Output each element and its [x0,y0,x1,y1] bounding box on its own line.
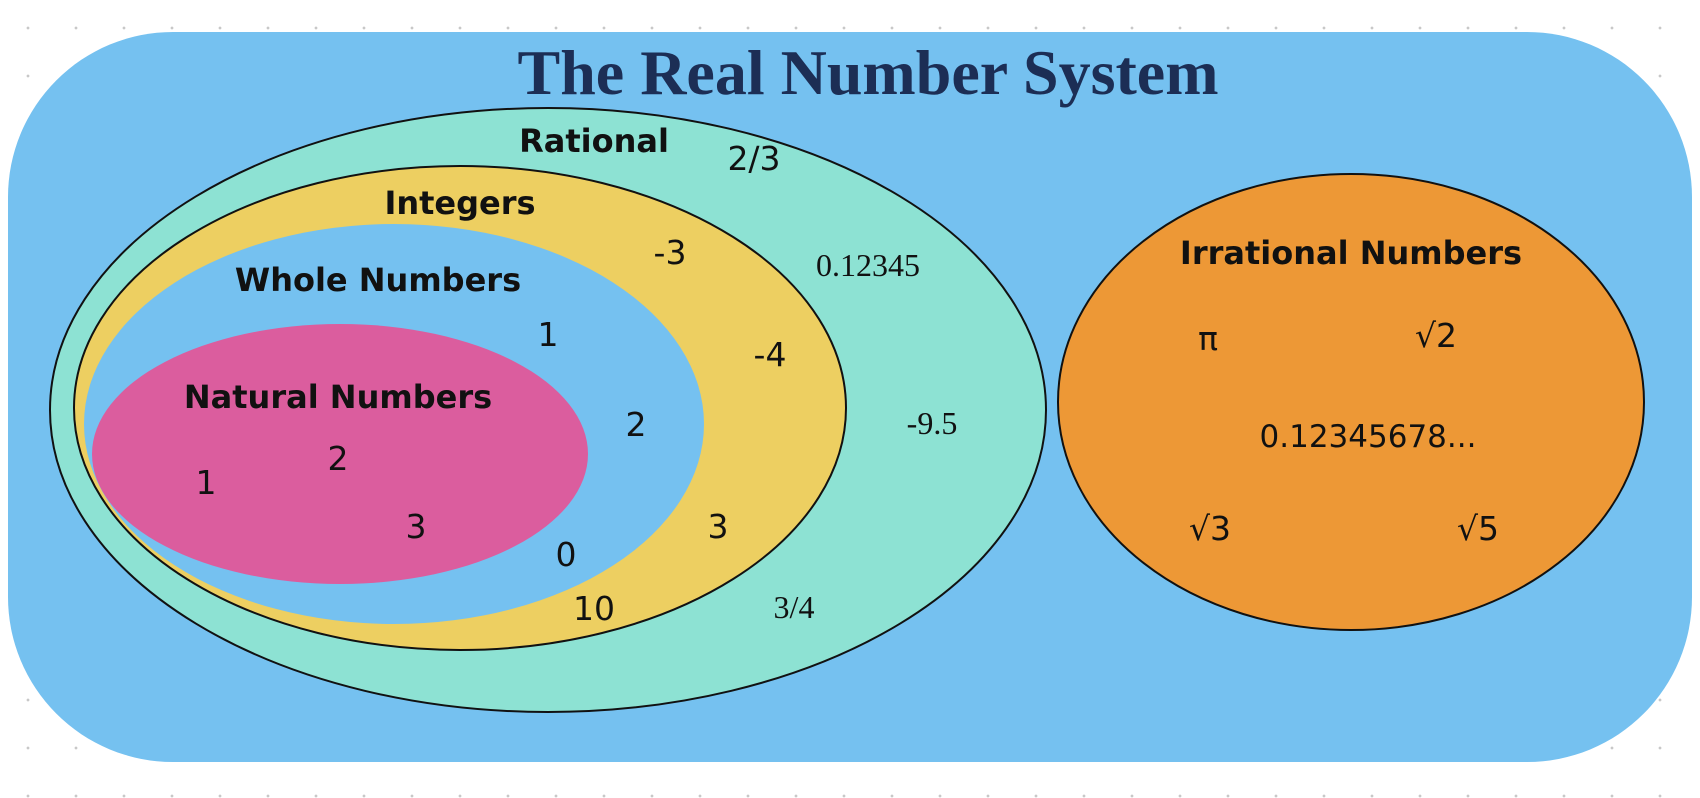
integer-example: 3 [708,507,729,546]
integers-label: Integers [384,184,535,222]
rational-example: 0.12345 [816,247,920,283]
page-title: The Real Number System [518,37,1219,108]
irrational-example: 0.12345678... [1260,419,1477,455]
natural-number-example: 1 [196,463,217,502]
whole-numbers-label: Whole Numbers [235,261,521,299]
integer-example: -4 [754,335,787,374]
rational-example: 2/3 [727,139,780,178]
rational-example: -9.5 [907,405,958,441]
irrational-set-region [1057,173,1645,631]
irrational-numbers-label: Irrational Numbers [1180,234,1522,272]
natural-numbers-set-region [92,324,588,584]
integer-example: -3 [654,233,687,272]
natural-numbers-label: Natural Numbers [184,378,492,416]
whole-number-example: 0 [556,535,577,574]
irrational-example: √5 [1457,509,1499,548]
whole-number-example: 1 [538,315,559,354]
rational-label: Rational [519,122,669,160]
integer-example: 10 [573,589,615,628]
whole-number-example: 2 [626,405,647,444]
irrational-example: π [1198,319,1218,358]
rational-example: 3/4 [774,589,815,625]
natural-number-example: 3 [406,507,427,546]
irrational-example: √2 [1415,316,1457,355]
natural-number-example: 2 [328,439,349,478]
irrational-example: √3 [1189,509,1231,548]
